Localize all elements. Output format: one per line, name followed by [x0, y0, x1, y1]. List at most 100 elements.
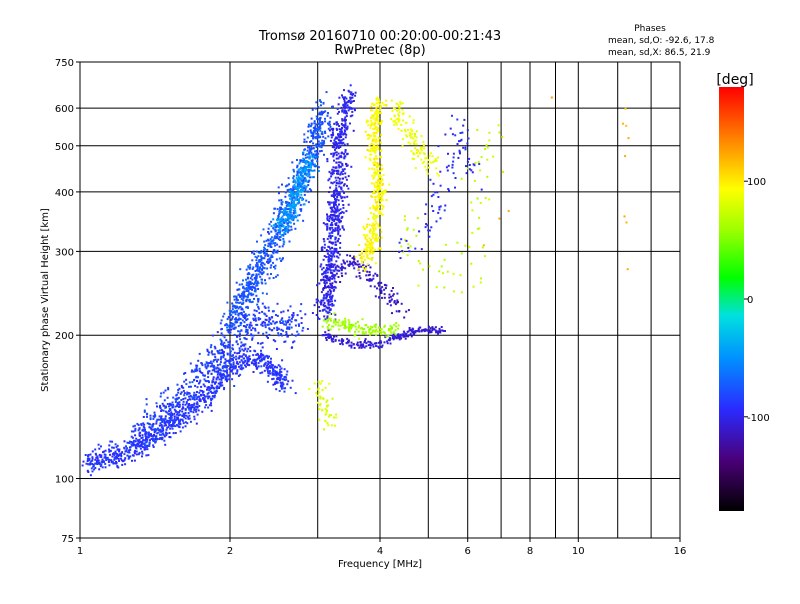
data-point: [369, 244, 372, 247]
data-point: [157, 428, 160, 431]
data-point: [466, 142, 469, 145]
data-point: [339, 130, 342, 133]
data-point: [378, 183, 381, 186]
data-point: [346, 125, 349, 128]
data-point: [229, 323, 232, 326]
data-point: [435, 167, 438, 170]
data-point: [241, 319, 244, 322]
data-point: [341, 162, 344, 165]
data-point: [248, 364, 251, 367]
data-point: [368, 329, 371, 332]
data-point: [342, 105, 345, 108]
data-point: [291, 314, 294, 317]
data-point: [87, 455, 90, 458]
data-point: [246, 318, 249, 321]
data-point: [284, 218, 287, 221]
data-point: [375, 189, 378, 192]
data-point: [377, 225, 380, 228]
data-point: [319, 142, 322, 145]
data-point: [430, 331, 433, 333]
data-point: [152, 438, 155, 440]
data-point: [287, 220, 290, 223]
data-point: [280, 199, 283, 202]
data-point: [170, 424, 173, 427]
data-point: [257, 282, 260, 285]
data-point: [324, 132, 327, 134]
data-point: [259, 251, 262, 254]
data-point: [266, 260, 268, 263]
data-point: [244, 364, 246, 367]
data-point: [363, 332, 366, 335]
data-point: [301, 179, 304, 182]
data-point: [302, 153, 305, 156]
data-point: [148, 444, 150, 447]
data-point: [218, 378, 221, 381]
data-point: [338, 212, 341, 215]
data-point: [347, 339, 350, 342]
data-point: [201, 410, 204, 413]
data-point: [246, 361, 249, 364]
data-point: [187, 417, 190, 420]
data-point: [238, 317, 241, 320]
data-point: [315, 136, 317, 139]
data-point: [319, 99, 322, 102]
data-point: [122, 459, 125, 462]
data-point: [374, 228, 377, 231]
data-point: [363, 267, 366, 270]
data-point: [296, 170, 299, 173]
data-point: [339, 195, 342, 198]
data-point: [269, 366, 272, 369]
data-point: [250, 333, 253, 336]
data-point: [335, 147, 338, 150]
data-point: [113, 454, 116, 457]
data-point: [146, 412, 149, 415]
data-point: [346, 104, 349, 107]
data-point: [368, 246, 371, 249]
colorbar-tick-label: -100: [747, 413, 770, 424]
data-point: [268, 333, 271, 336]
data-point: [409, 136, 412, 139]
data-point: [146, 415, 148, 418]
data-point: [350, 341, 353, 344]
data-point: [274, 371, 277, 374]
data-point: [278, 389, 281, 392]
data-point: [193, 415, 196, 418]
x-tick-label: 1: [77, 546, 83, 557]
data-point: [296, 188, 299, 191]
data-point: [472, 163, 475, 166]
data-point: [188, 408, 191, 411]
data-point: [380, 346, 383, 349]
data-point: [268, 328, 271, 331]
data-point: [178, 387, 181, 390]
data-point: [337, 230, 340, 233]
data-point: [304, 159, 307, 162]
data-point: [371, 248, 374, 251]
data-point: [373, 146, 376, 149]
data-point: [241, 348, 244, 351]
data-point: [375, 323, 377, 326]
data-point: [291, 214, 294, 217]
data-point: [263, 263, 266, 266]
data-point: [364, 130, 367, 133]
data-point: [301, 190, 304, 193]
data-point: [246, 282, 249, 285]
data-point: [152, 444, 155, 447]
data-point: [418, 230, 421, 233]
data-point: [324, 420, 327, 423]
data-point: [370, 224, 373, 227]
data-point: [334, 236, 337, 239]
data-point: [336, 218, 338, 221]
data-point: [323, 279, 326, 282]
data-point: [205, 361, 208, 364]
data-point: [188, 385, 190, 388]
data-point: [370, 238, 372, 241]
data-point: [255, 310, 258, 313]
data-point: [376, 168, 379, 171]
data-point: [253, 319, 255, 322]
data-point: [263, 358, 266, 361]
data-point: [350, 107, 353, 110]
data-point: [325, 333, 328, 336]
data-point: [246, 276, 249, 279]
data-point: [375, 185, 377, 188]
data-point: [127, 451, 130, 454]
